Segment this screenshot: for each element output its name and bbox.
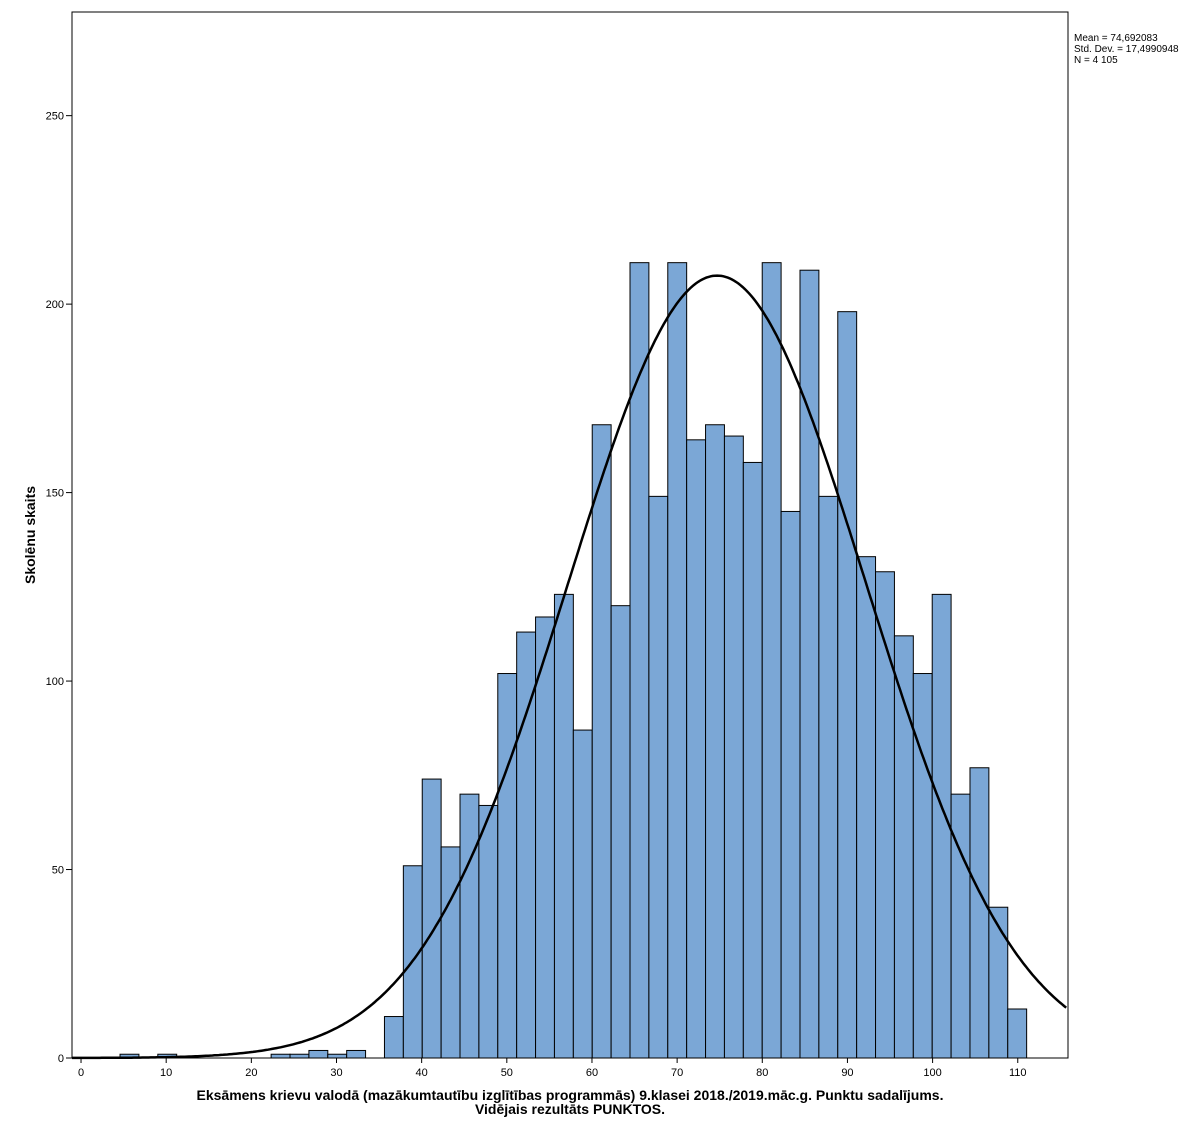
x-tick-label: 40: [416, 1067, 428, 1079]
histogram-bar: [610, 605, 631, 1059]
histogram-bar: [421, 778, 442, 1059]
histogram-bar: [591, 424, 612, 1059]
y-tick-label: 150: [46, 488, 64, 500]
histogram-bar: [327, 1053, 348, 1059]
histogram-bar: [837, 311, 858, 1059]
histogram-bar: [459, 793, 480, 1059]
histogram-bar: [818, 495, 839, 1059]
histogram-bar: [969, 767, 990, 1059]
x-tick-label: 70: [671, 1067, 683, 1079]
histogram-bar: [308, 1049, 329, 1059]
stats-mean: Mean = 74,692083: [1074, 33, 1158, 44]
histogram-bar: [648, 495, 669, 1059]
histogram-bar: [761, 262, 782, 1059]
y-tick-label: 100: [46, 676, 64, 688]
histogram-bar: [270, 1053, 291, 1059]
y-axis-label: Skolēnu skaits: [22, 485, 38, 585]
histogram-bar: [1007, 1008, 1028, 1059]
histogram-bar: [383, 1016, 404, 1059]
x-axis-label: Eksāmens krievu valodā (mazākumtautību i…: [70, 1088, 1070, 1116]
normal-curve: [72, 274, 1067, 1060]
histogram-bar: [346, 1049, 367, 1059]
histogram-bar: [478, 804, 499, 1059]
histogram-bar: [667, 262, 688, 1059]
stats-sd: Std. Dev. = 17,4990948: [1074, 44, 1179, 55]
histogram-bar: [289, 1053, 310, 1059]
histogram-bar: [856, 556, 877, 1059]
x-tick-label: 110: [1009, 1067, 1027, 1079]
stats-n: N = 4 105: [1074, 55, 1118, 66]
histogram-bar: [440, 846, 461, 1059]
stats-legend: Mean = 74,692083 Std. Dev. = 17,4990948 …: [1074, 33, 1179, 66]
x-tick-label: 80: [756, 1067, 768, 1079]
x-tick-label: 100: [923, 1067, 941, 1079]
x-tick-label: 30: [330, 1067, 342, 1079]
x-tick-label: 20: [245, 1067, 257, 1079]
y-tick-label: 200: [46, 299, 64, 311]
y-tick-label: 0: [58, 1053, 64, 1065]
x-tick-label: 50: [501, 1067, 513, 1079]
x-tick-label: 90: [841, 1067, 853, 1079]
histogram-bar: [723, 435, 744, 1059]
histogram-bar: [572, 729, 593, 1059]
y-tick-label: 250: [46, 111, 64, 123]
histogram-bar: [912, 673, 933, 1059]
histogram-bar: [705, 424, 725, 1059]
x-tick-label: 10: [160, 1067, 172, 1079]
histogram-bar: [780, 510, 801, 1059]
histogram-bar: [553, 593, 574, 1059]
x-tick-label: 0: [78, 1067, 84, 1079]
x-axis-label-line2: Vidējais rezultāts PUNKTOS.: [474, 1101, 666, 1117]
histogram-bar: [497, 673, 518, 1059]
histogram-bar: [742, 461, 763, 1059]
y-tick-label: 50: [52, 865, 64, 877]
x-tick-label: 60: [586, 1067, 598, 1079]
histogram-bar: [535, 616, 555, 1059]
histogram-bar: [988, 906, 1009, 1059]
histogram-bar: [686, 439, 707, 1059]
histogram-bar: [629, 262, 650, 1059]
x-axis-label-line1: Eksāmens krievu valodā (mazākumtautību i…: [196, 1087, 944, 1103]
histogram-bar: [799, 269, 820, 1059]
